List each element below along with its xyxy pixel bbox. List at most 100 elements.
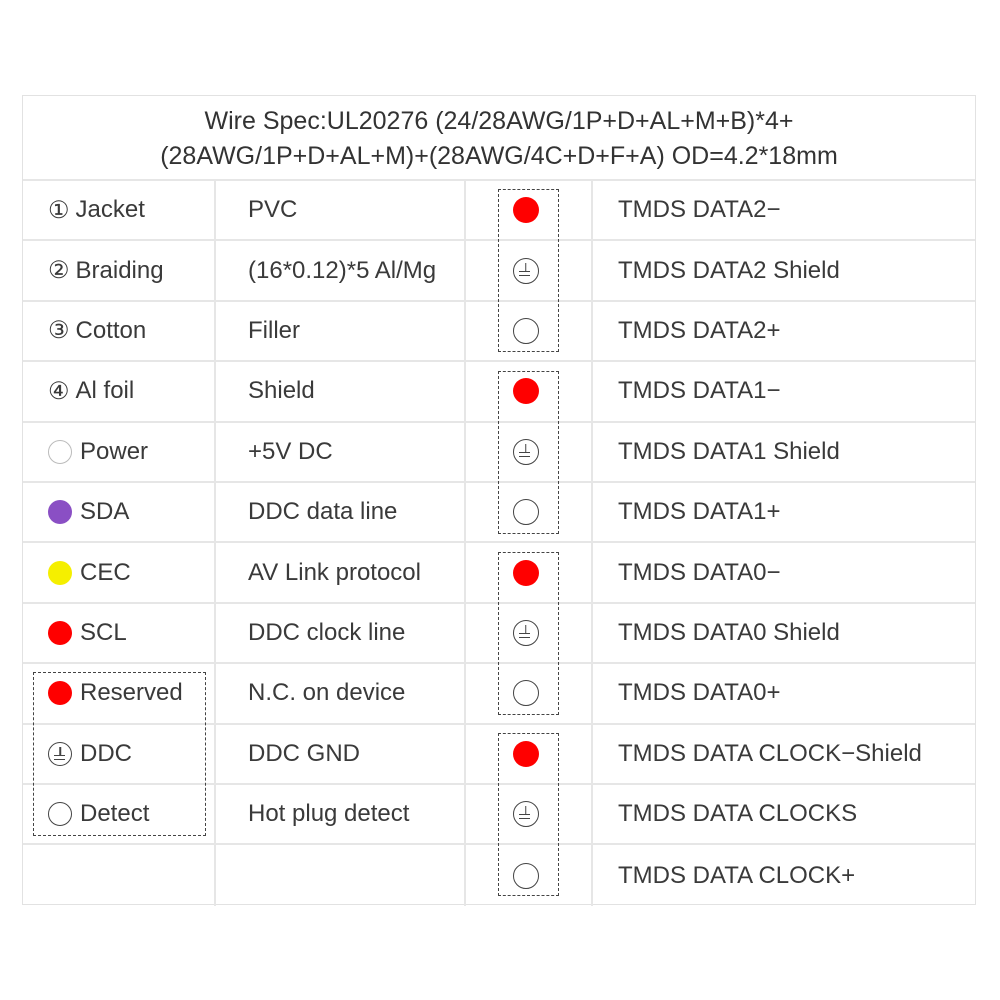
wire-spec-title: Wire Spec:UL20276 (24/28AWG/1P+D+AL+M+B)… — [23, 96, 975, 181]
component-cell: SDA — [23, 483, 216, 542]
component-label: Jacket — [75, 196, 145, 224]
pin-icon-cell — [466, 422, 593, 481]
component-cell: ② Braiding — [23, 241, 216, 300]
pin-icon-cell — [466, 785, 593, 844]
signal-cell: TMDS DATA CLOCKS — [593, 785, 857, 843]
ground-icon — [512, 619, 539, 646]
signal-text: TMDS DATA0− — [618, 558, 781, 586]
signal-cell: TMDS DATA1+ — [593, 483, 780, 541]
ground-icon — [48, 741, 72, 766]
white-wire-dot-icon — [48, 802, 72, 827]
signal-text: TMDS DATA1− — [618, 377, 781, 405]
table-row: Power +5V DC TMDS DATA1 Shield — [23, 422, 975, 483]
component-label: Power — [80, 437, 149, 465]
component-cell — [23, 845, 216, 906]
red-wire-dot-icon — [48, 681, 72, 706]
description-cell: AV Link protocol — [216, 543, 466, 602]
component-label: SDA — [80, 498, 130, 526]
component-cell: CEC — [23, 543, 216, 602]
signal-cell: TMDS DATA CLOCK−Shield — [593, 725, 922, 783]
pin-icon-cell — [466, 603, 593, 663]
description-text: Hot plug detect — [248, 800, 410, 828]
description-cell: (16*0.12)*5 Al/Mg — [216, 241, 466, 300]
pin-icon-cell — [466, 241, 593, 300]
pin-icon-cell — [466, 845, 593, 906]
red-wire-dot-icon — [512, 559, 539, 586]
table-row: ② Braiding (16*0.12)*5 Al/Mg TMDS DATA2 Shi… — [23, 241, 975, 302]
component-cell: DDC — [23, 724, 216, 783]
number-circle-icon: ① — [48, 196, 70, 224]
signal-cell: TMDS DATA2 Shield — [593, 241, 840, 299]
signal-text: TMDS DATA0+ — [618, 679, 781, 707]
component-label: Detect — [80, 800, 150, 828]
component-label: Cotton — [75, 316, 147, 344]
component-label: Braiding — [75, 256, 164, 284]
description-cell: DDC GND — [216, 724, 466, 783]
description-text: +5V DC — [248, 437, 333, 465]
number-circle-icon: ④ — [48, 377, 70, 405]
signal-cell: TMDS DATA0− — [593, 543, 780, 601]
component-label: DDC — [80, 739, 132, 767]
component-label: Reserved — [80, 679, 183, 707]
description-text: (16*0.12)*5 Al/Mg — [248, 256, 437, 284]
component-cell: Power — [23, 422, 216, 481]
number-circle-icon: ② — [48, 257, 70, 285]
white-wire-dot-icon — [512, 680, 539, 707]
table-row: ③ Cotton Filler TMDS DATA2+ — [23, 301, 975, 363]
description-text: DDC GND — [248, 739, 360, 767]
signal-text: TMDS DATA1 Shield — [618, 437, 840, 465]
signal-cell: TMDS DATA2− — [593, 181, 780, 239]
signal-cell: TMDS DATA2+ — [593, 302, 780, 360]
hollow-wire-dot-icon — [48, 439, 72, 464]
ground-icon — [512, 801, 539, 828]
red-wire-dot-icon — [512, 197, 539, 224]
table-row: DDC DDC GND TMDS DATA CLOCK−Shield — [23, 724, 975, 785]
title-line-2: (28AWG/1P+D+AL+M)+(28AWG/4C+D+F+A) OD=4.… — [160, 142, 838, 170]
description-cell: N.C. on device — [216, 664, 466, 723]
component-cell: Reserved — [23, 664, 216, 723]
ground-icon — [512, 257, 539, 284]
component-label: Al foil — [75, 377, 135, 405]
white-wire-dot-icon — [512, 499, 539, 526]
pin-icon-cell — [466, 362, 593, 421]
signal-cell: TMDS DATA CLOCK+ — [593, 845, 855, 905]
component-cell: ③ Cotton — [23, 301, 216, 361]
ground-icon — [512, 438, 539, 465]
table-row: Detect Hot plug detect TMDS DATA CLOCKS — [23, 785, 975, 846]
table-row: ④ Al foil Shield TMDS DATA1− — [23, 362, 975, 423]
white-wire-dot-icon — [512, 317, 539, 344]
description-text: DDC data line — [248, 498, 398, 526]
signal-text: TMDS DATA0 Shield — [618, 618, 840, 646]
signal-text: TMDS DATA CLOCKS — [618, 800, 858, 828]
wire-spec-table: Wire Spec:UL20276 (24/28AWG/1P+D+AL+M+B)… — [22, 95, 976, 906]
description-text: N.C. on device — [248, 679, 406, 707]
component-cell: Detect — [23, 785, 216, 844]
component-cell: ① Jacket — [23, 181, 216, 240]
signal-cell: TMDS DATA0+ — [593, 664, 780, 722]
description-text: Filler — [248, 316, 300, 344]
pin-icon-cell — [466, 664, 593, 723]
signal-cell: TMDS DATA0 Shield — [593, 604, 840, 662]
pin-icon-cell — [466, 483, 593, 542]
pin-icon-cell — [466, 181, 593, 240]
table-row: ① Jacket PVC TMDS DATA2− — [23, 181, 975, 242]
signal-cell: TMDS DATA1 Shield — [593, 423, 840, 481]
component-cell: SCL — [23, 603, 216, 663]
red-wire-dot-icon — [48, 620, 72, 645]
white-wire-dot-icon — [512, 862, 539, 889]
purple-wire-dot-icon — [48, 500, 72, 525]
description-cell: DDC clock line — [216, 603, 466, 663]
component-label: SCL — [80, 618, 127, 646]
table-row: Reserved N.C. on device TMDS DATA0+ — [23, 664, 975, 725]
description-cell: +5V DC — [216, 422, 466, 481]
description-cell — [216, 845, 466, 906]
description-text: DDC clock line — [248, 618, 406, 646]
table-row: SCL DDC clock line TMDS DATA0 Shield — [23, 603, 975, 665]
component-cell: ④ Al foil — [23, 362, 216, 421]
pin-icon-cell — [466, 543, 593, 602]
component-label: CEC — [80, 558, 131, 586]
number-circle-icon: ③ — [48, 317, 70, 345]
signal-cell: TMDS DATA1− — [593, 362, 780, 420]
signal-text: TMDS DATA CLOCK+ — [618, 861, 856, 889]
signal-text: TMDS DATA2 Shield — [618, 256, 840, 284]
